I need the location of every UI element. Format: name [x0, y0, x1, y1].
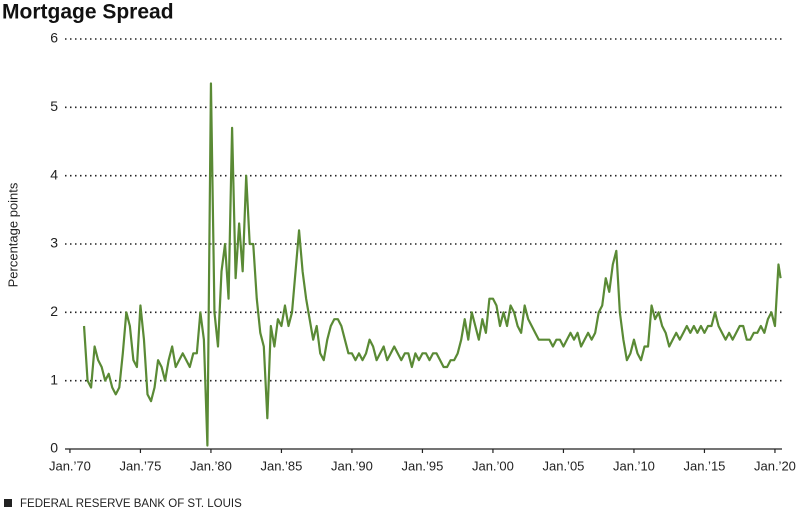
x-tick-label: Jan.’05 [542, 458, 584, 473]
x-tick-label: Jan.’00 [472, 458, 514, 473]
y-tick-label: 2 [50, 303, 58, 319]
data-line [82, 82, 782, 447]
x-tick-label: Jan.’15 [683, 458, 725, 473]
y-tick-label: 3 [50, 235, 58, 251]
x-tick-label: Jan.’90 [331, 458, 373, 473]
source: FEDERAL RESERVE BANK OF ST. LOUIS [20, 498, 242, 510]
y-tick-label: 0 [50, 440, 58, 456]
chart-title: Mortgage Spread [2, 1, 174, 24]
y-tick-label: 1 [50, 371, 58, 387]
x-tick-label: Jan.’85 [260, 458, 302, 473]
x-tick-label: Jan.’10 [613, 458, 655, 473]
y-axis-label: Percentage points [5, 182, 20, 287]
x-tick-label: Jan.’20 [754, 458, 796, 473]
y-tick-label: 6 [50, 30, 58, 46]
x-tick-label: Jan.’70 [49, 458, 91, 473]
source-marker [4, 499, 12, 507]
y-tick-label: 5 [50, 98, 58, 114]
x-tick-label: Jan.’75 [119, 458, 161, 473]
y-tick-label: 4 [50, 166, 58, 182]
x-tick-label: Jan.’80 [190, 458, 232, 473]
x-tick-label: Jan.’95 [401, 458, 443, 473]
